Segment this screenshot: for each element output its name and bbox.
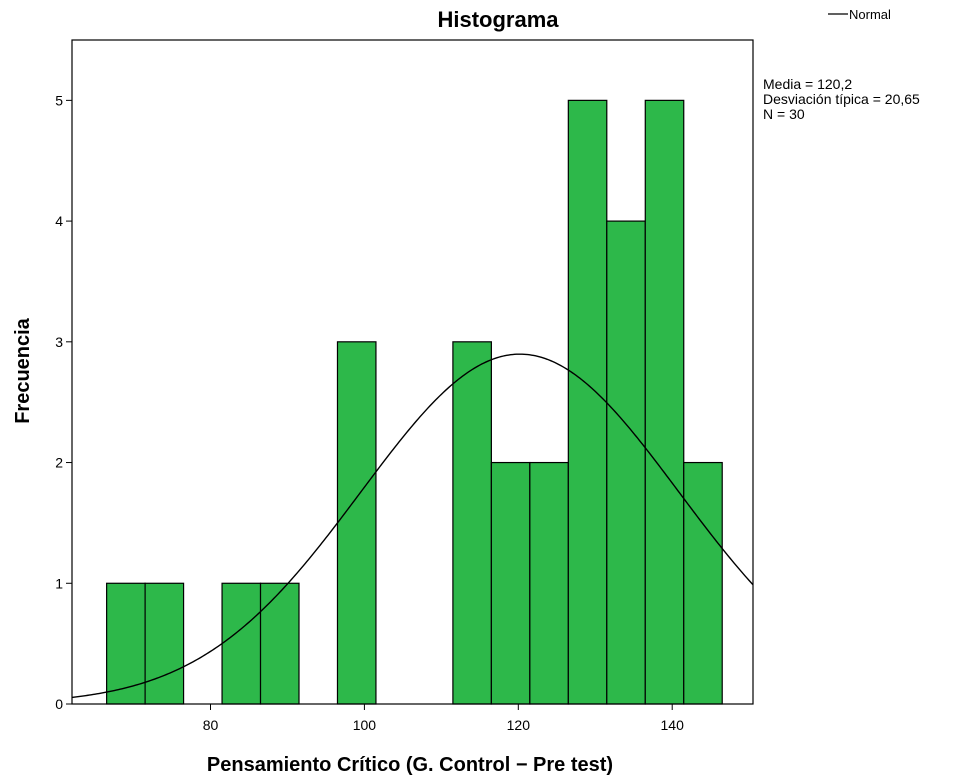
y-tick-label: 4 — [55, 213, 63, 229]
legend-label-normal: Normal — [849, 7, 891, 22]
histogram-bar — [259, 582, 300, 705]
x-axis-title: Pensamiento Crítico (G. Control − Pre te… — [207, 754, 613, 776]
histogram-bar — [606, 220, 646, 705]
y-tick-label: 3 — [55, 334, 63, 350]
y-axis-ticks: 0 1 2 3 4 5 — [55, 92, 72, 712]
chart-title: Histograma — [437, 7, 559, 32]
histogram-bar — [336, 341, 377, 705]
y-axis-title: Frecuencia — [12, 317, 34, 423]
histogram-bar — [144, 582, 185, 705]
x-tick-label: 140 — [661, 717, 685, 733]
stats-desviacion: Desviación típica = 20,65 — [763, 91, 920, 107]
y-tick-label: 5 — [55, 92, 63, 108]
y-tick-label: 1 — [55, 575, 63, 591]
histogram-bar — [106, 582, 146, 705]
x-tick-label: 80 — [203, 717, 219, 733]
stats-box: Media = 120,2 Desviación típica = 20,65 … — [763, 76, 920, 122]
y-tick-label: 0 — [55, 696, 63, 712]
histogram-bar — [683, 461, 723, 705]
y-tick-label: 2 — [55, 455, 63, 471]
histogram-bar — [221, 582, 262, 705]
bars — [106, 99, 723, 705]
x-tick-label: 120 — [507, 717, 531, 733]
x-axis-ticks: 80 100 120 140 — [203, 704, 684, 733]
normal-curve — [71, 353, 754, 699]
histogram-bar — [644, 99, 685, 705]
histogram-bar — [529, 461, 569, 705]
stats-media: Media = 120,2 — [763, 76, 852, 92]
histogram-bar — [452, 341, 492, 705]
x-tick-label: 100 — [353, 717, 377, 733]
plot-frame — [71, 39, 754, 705]
legend: Normal — [828, 7, 891, 22]
histogram-bar — [567, 99, 608, 705]
histogram-bar — [490, 461, 531, 705]
stats-n: N = 30 — [763, 106, 805, 122]
